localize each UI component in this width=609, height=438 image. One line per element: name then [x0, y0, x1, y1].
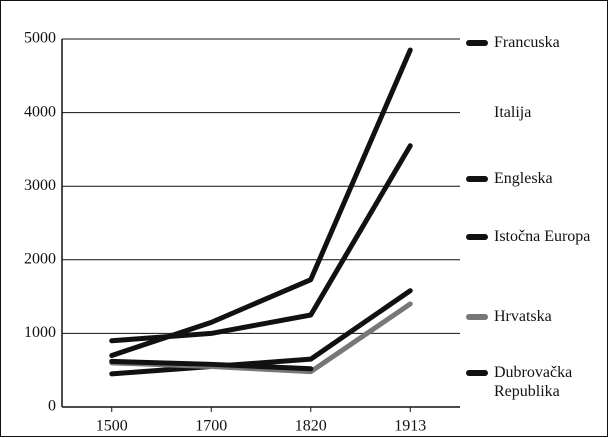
legend-label: Hrvatska: [494, 308, 552, 325]
legend-label: Francuska: [494, 34, 560, 51]
legend-item: Francuska: [466, 33, 604, 52]
x-tick-label: 1913: [394, 418, 426, 435]
legend-marker: [466, 110, 488, 116]
y-tick-label: 3000: [24, 177, 56, 194]
y-tick-label: 4000: [24, 103, 56, 120]
legend-item: Engleska: [466, 169, 604, 188]
legend-item: Dubrovačka Republika: [466, 363, 604, 401]
series-line: [109, 47, 413, 358]
series-line: [109, 143, 413, 344]
legend-marker: [466, 40, 488, 46]
x-tick-label: 1500: [96, 418, 128, 435]
y-tick-label: 0: [48, 398, 56, 415]
legend-marker: [466, 176, 488, 182]
legend-label: Dubrovačka Republika: [494, 364, 573, 400]
y-tick-label: 2000: [24, 250, 56, 267]
legend-label: Engleska: [494, 170, 553, 187]
legend-marker: [466, 370, 488, 376]
legend-marker: [466, 234, 488, 240]
x-tick-label: 1820: [295, 418, 327, 435]
legend-label: Istočna Europa: [494, 228, 591, 245]
series-line: [109, 358, 314, 372]
legend-item: Istočna Europa: [466, 227, 604, 246]
legend-label: Italija: [494, 104, 532, 121]
legend-item: Italija: [466, 103, 604, 122]
x-tick-label: 1700: [195, 418, 227, 435]
series-line: [109, 288, 413, 377]
legend-item: Hrvatska: [466, 307, 604, 326]
y-tick-label: 1000: [24, 324, 56, 341]
y-tick-label: 5000: [24, 30, 56, 47]
legend-marker: [466, 314, 488, 320]
